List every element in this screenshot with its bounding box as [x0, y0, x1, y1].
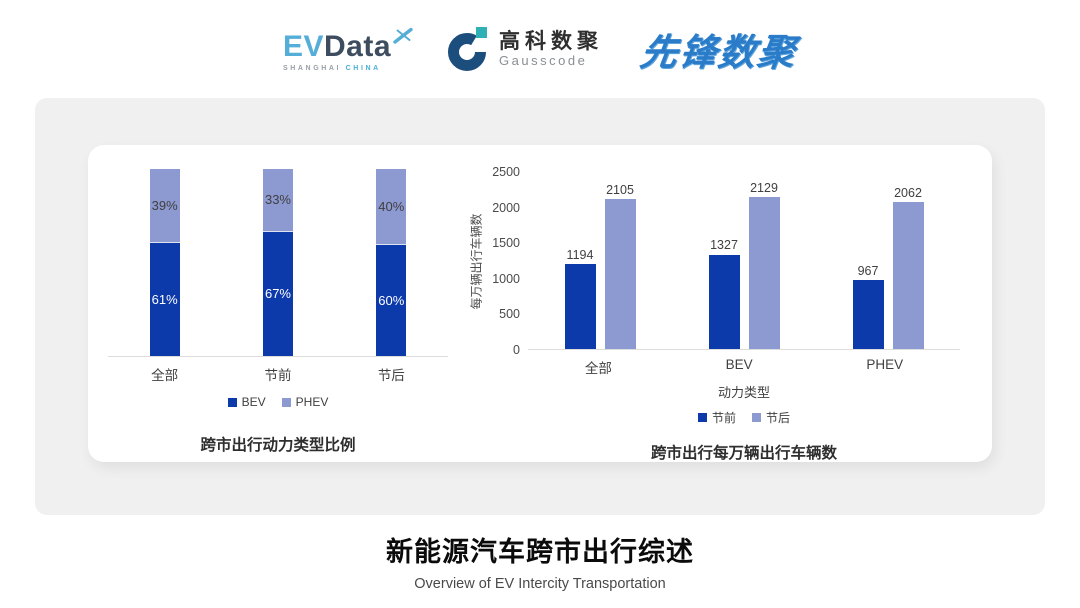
segment-PHEV: 39%: [149, 169, 180, 242]
legend-label: BEV: [241, 395, 266, 409]
bar-value-label: 2062: [894, 185, 922, 200]
grouped-bar-legend: 节前 节后: [528, 409, 960, 426]
bar-BEV-节前: 1327: [708, 238, 740, 349]
bar-PHEV-节后: 2062: [892, 185, 924, 349]
legend-label: PHEV: [295, 395, 329, 409]
legend-swatch-PHEV: [281, 397, 291, 407]
stacked-bar-chart-title: 跨市出行动力类型比例: [200, 437, 356, 454]
evdata-data-text: Data: [324, 29, 392, 63]
evdata-logo: EV Data SHANGHAI CHINA: [283, 27, 413, 72]
bar-PHEV-节前: 967: [852, 263, 884, 349]
category-label: 节后: [377, 368, 405, 383]
legend-label: 节后: [766, 411, 791, 425]
y-tick-2000: 2000: [492, 200, 520, 215]
page-footer: 新能源汽车跨市出行综述 Overview of EV Intercity Tra…: [0, 530, 1080, 592]
y-tick-1500: 1500: [492, 236, 520, 251]
bar-group-PHEV: 967 2062: [852, 185, 924, 349]
category-label: 全部: [584, 361, 612, 376]
stacked-bar-节前: 33% 67%: [262, 169, 293, 356]
bar-rect: [748, 197, 780, 349]
y-tick-2500: 2500: [492, 165, 520, 179]
pioneer-logo: 先锋数聚: [637, 22, 800, 76]
y-axis-ticks: 2500 2000 1500 1000 500 0: [486, 165, 528, 357]
category-label: 全部: [151, 368, 179, 383]
segment-BEV: 67%: [262, 230, 293, 356]
bar-value-label: 2129: [750, 180, 778, 195]
stacked-bar-legend: BEV PHEV: [108, 395, 448, 409]
grouped-bar-category-axis: 全部 BEV PHEV: [528, 357, 960, 377]
bar-group-全部: 1194 2105: [564, 182, 636, 349]
segment-PHEV: 40%: [376, 169, 407, 244]
segment-PHEV: 33%: [262, 169, 293, 231]
evdata-star-icon: [393, 27, 413, 44]
charts-card: 39% 61% 33% 67% 40% 60% 全部 节前 节后 BEV PHEV 跨市出行动力…: [35, 98, 1045, 515]
legend-item-节后: 节后: [752, 409, 790, 426]
legend-item-PHEV: PHEV: [281, 395, 329, 409]
grouped-bar-plot-area: 1194 2105 1327 2129 967 2062: [528, 172, 960, 350]
legend-swatch-节后: [752, 413, 761, 422]
evdata-sub-china: CHINA: [345, 64, 381, 72]
grouped-bar-plot-row: 每万辆出行车辆数 2500 2000 1500 1000 500 0 1194 2105 13…: [466, 165, 986, 357]
gausscode-en-text: Gausscode: [499, 52, 588, 68]
logo-header: EV Data SHANGHAI CHINA 高科数聚 Gausscode: [0, 22, 1080, 76]
evdata-sub-shanghai: SHANGHAI: [282, 64, 342, 72]
legend-item-节前: 节前: [697, 409, 736, 426]
segment-BEV: 60%: [376, 243, 407, 356]
page-title: 新能源汽车跨市出行综述: [386, 537, 694, 567]
gausscode-cn-text: 高科数聚: [499, 29, 604, 53]
charts-panel: 39% 61% 33% 67% 40% 60% 全部 节前 节后 BEV PHEV 跨市出行动力…: [88, 145, 992, 462]
legend-item-BEV: BEV: [227, 395, 266, 409]
bar-rect: [604, 199, 636, 349]
gausscode-wordmark: 高科数聚 Gausscode: [499, 30, 603, 69]
y-tick-1000: 1000: [492, 271, 520, 286]
gausscode-logo: 高科数聚 Gausscode: [447, 26, 603, 72]
stacked-bar-category-axis: 全部 节前 节后: [108, 364, 448, 384]
legend-label: 节前: [711, 411, 736, 425]
x-axis-label: 动力类型: [717, 385, 770, 400]
bar-rect: [564, 264, 596, 349]
bar-全部-节前: 1194: [564, 247, 596, 349]
page-subtitle: Overview of EV Intercity Transportation: [414, 576, 666, 592]
evdata-ev-text: EV: [282, 29, 324, 63]
bar-value-label: 1327: [710, 238, 738, 253]
evdata-subtitle: SHANGHAI CHINA: [283, 65, 413, 72]
stacked-bar-chart: 39% 61% 33% 67% 40% 60% 全部 节前 节后 BEV PHEV 跨市出行动力…: [108, 145, 448, 455]
bar-rect: [708, 254, 740, 349]
stacked-bar-节后: 40% 60%: [376, 169, 407, 356]
grouped-bar-chart-title: 跨市出行每万辆出行车辆数: [650, 445, 837, 462]
category-label: BEV: [725, 357, 753, 372]
bar-BEV-节后: 2129: [748, 180, 780, 349]
bar-value-label: 2105: [606, 182, 634, 197]
grouped-bar-chart: 每万辆出行车辆数 2500 2000 1500 1000 500 0 1194 2105 13…: [466, 145, 986, 463]
evdata-wordmark: EV Data: [283, 27, 413, 62]
bar-rect: [852, 280, 884, 349]
stacked-bar-全部: 39% 61%: [149, 169, 180, 356]
bar-group-BEV: 1327 2129: [708, 180, 780, 349]
category-label: PHEV: [866, 357, 904, 372]
bar-全部-节后: 2105: [604, 182, 636, 349]
category-label: 节前: [264, 368, 292, 383]
bar-value-label: 1194: [566, 247, 594, 262]
legend-swatch-节前: [697, 413, 707, 422]
segment-BEV: 61%: [149, 241, 180, 356]
legend-swatch-BEV: [227, 397, 237, 407]
stacked-bar-plot-area: 39% 61% 33% 67% 40% 60%: [108, 169, 448, 357]
y-tick-0: 0: [513, 343, 520, 357]
bar-value-label: 967: [857, 263, 879, 278]
y-tick-500: 500: [499, 307, 520, 322]
gausscode-icon: [448, 27, 488, 71]
bar-rect: [892, 202, 924, 349]
y-axis-label: 每万辆出行车辆数: [469, 212, 484, 310]
pioneer-text: 先锋数聚: [637, 32, 800, 73]
